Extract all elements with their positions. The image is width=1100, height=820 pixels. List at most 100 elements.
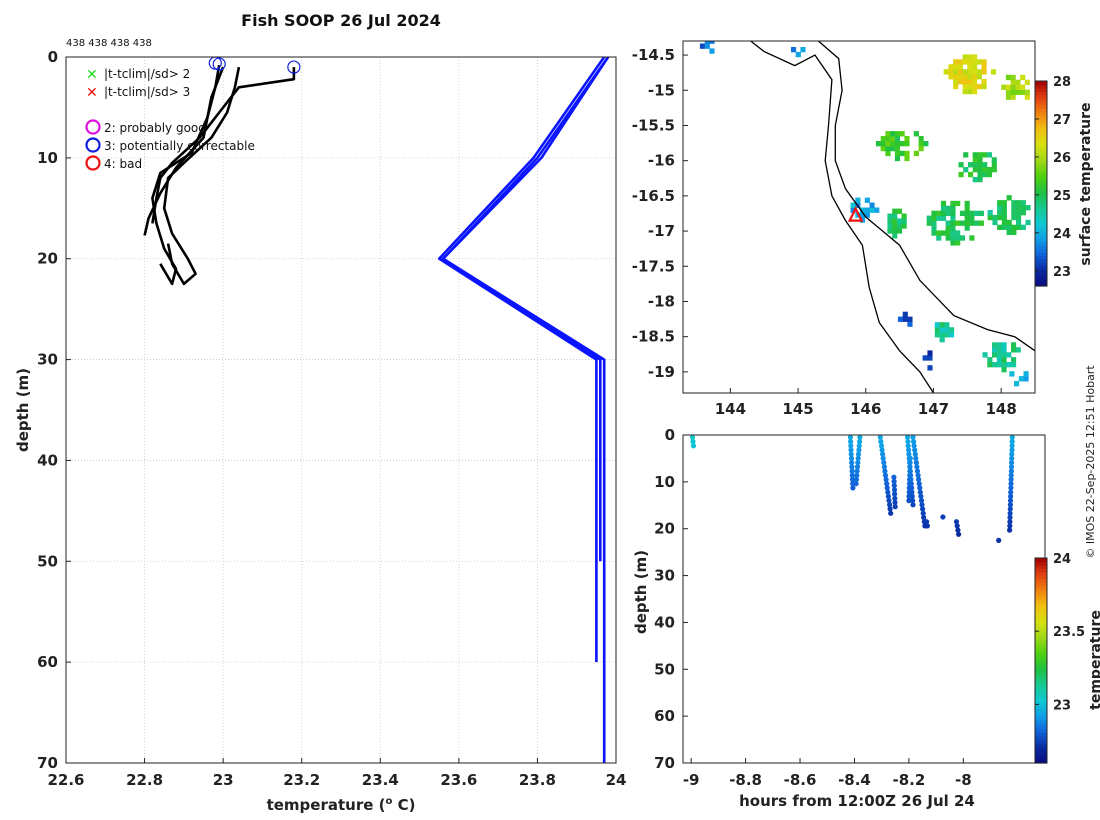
sst-cell [1011, 205, 1017, 211]
data-point [924, 523, 931, 529]
data-point [856, 443, 862, 449]
data-point [1008, 485, 1014, 491]
sst-cell [950, 225, 956, 231]
colorbar-swatch [1035, 197, 1047, 202]
data-point [849, 472, 855, 478]
y-tick-label: -16 [648, 152, 675, 170]
data-point [905, 443, 911, 449]
colorbar-swatch [1035, 711, 1047, 716]
sst-cell [704, 41, 710, 44]
sst-cell [897, 316, 904, 322]
x-tick-label: 24 [606, 771, 627, 789]
timeseries-colorbar-label: temperature [1088, 610, 1100, 710]
legend-label: |t-tclim|/sd> 3 [104, 85, 190, 99]
data-point [885, 493, 892, 499]
colorbar-swatch [1035, 238, 1047, 243]
legend-symbol-circle-blue [85, 137, 101, 153]
sst-cell [992, 214, 998, 221]
data-point [906, 481, 913, 487]
sst-cell [880, 136, 886, 142]
data-point [892, 504, 898, 510]
data-point [906, 493, 912, 499]
y-tick-label: -15 [648, 81, 675, 99]
sst-cell [874, 207, 880, 213]
colorbar-swatch [1035, 739, 1047, 744]
colorbar-swatch [1035, 234, 1047, 239]
data-point [1007, 506, 1013, 512]
sst-cell [934, 332, 940, 338]
sst-cell [981, 59, 987, 65]
data-point [915, 472, 921, 478]
legend-label: 3: potentially correctable [104, 139, 255, 153]
sst-cell [907, 316, 913, 322]
sst-cell [1006, 229, 1012, 236]
sst-cell [940, 215, 947, 221]
y-tick-label: 70 [37, 754, 58, 772]
sst-cell [1015, 89, 1021, 95]
sst-cell [927, 350, 933, 356]
colorbar-swatch [1035, 91, 1047, 96]
sst-cell [996, 357, 1002, 363]
colorbar-swatch [1035, 725, 1047, 730]
sst-cell [936, 210, 942, 217]
sst-cell [1001, 210, 1007, 216]
colorbar-swatch [1035, 561, 1047, 566]
data-point [891, 483, 897, 489]
sst-cell [944, 327, 950, 333]
profile-legend: ✕ |t-tclim|/sd> 2 ✕ |t-tclim|/sd> 3 2: p… [85, 67, 255, 171]
sst-cell [922, 355, 928, 361]
sst-cell [704, 43, 710, 49]
sst-cell [972, 64, 978, 70]
sst-cell [1006, 362, 1012, 368]
sst-cell [945, 220, 951, 226]
colorbar-swatch [1035, 214, 1047, 219]
sst-cell [940, 230, 947, 236]
sst-cell [972, 167, 978, 173]
data-point [855, 460, 861, 466]
data-point [1009, 447, 1015, 453]
coastline-line [750, 41, 935, 393]
sst-cell [972, 59, 978, 65]
sst-cell [950, 210, 956, 217]
sst-cell [996, 342, 1002, 348]
sst-cell [959, 235, 966, 241]
data-point [883, 476, 889, 483]
sst-cell [997, 200, 1003, 206]
data-point [916, 476, 922, 483]
sst-cell [974, 220, 980, 226]
sst-cell [800, 47, 806, 53]
colorbar-swatch [1035, 118, 1047, 123]
legend-item-good: 2: probably good [85, 119, 206, 135]
data-point [914, 468, 921, 474]
y-tick-label: 40 [654, 613, 675, 631]
colorbar-swatch [1035, 756, 1047, 761]
colorbar-swatch [1035, 643, 1047, 648]
data-point [911, 443, 917, 449]
sst-cell [967, 83, 973, 90]
sst-cell [1011, 224, 1017, 231]
data-point [1007, 519, 1013, 525]
sst-cell [957, 64, 963, 70]
sst-cell [957, 59, 963, 65]
colorbar-swatch [1035, 275, 1047, 280]
timeseries-ticks: -9 -8.8 -8.6 -8.4 -8.2 -8 0 10 20 30 40 50 60 70 [654, 426, 972, 789]
sst-cell [1025, 205, 1031, 211]
sst-cell [913, 150, 919, 157]
sst-cell [885, 145, 891, 152]
data-point [911, 439, 917, 445]
sst-cell [795, 51, 801, 58]
colorbar-tick-label: 23 [1053, 698, 1071, 713]
colorbar-frame [1034, 80, 1048, 287]
colorbar-swatch [1035, 735, 1047, 740]
colorbar-swatch [1035, 558, 1047, 563]
data-point [916, 481, 922, 487]
sst-cell [949, 327, 955, 333]
sst-cell [981, 83, 987, 90]
colorbar-tick-label: 27 [1053, 113, 1071, 128]
sst-cell [890, 136, 896, 142]
colorbar-swatch [1035, 227, 1047, 232]
colorbar-swatch [1035, 173, 1047, 178]
x-tick-label: 145 [782, 400, 813, 418]
sst-cell [991, 162, 997, 168]
sst-cell [896, 223, 903, 229]
